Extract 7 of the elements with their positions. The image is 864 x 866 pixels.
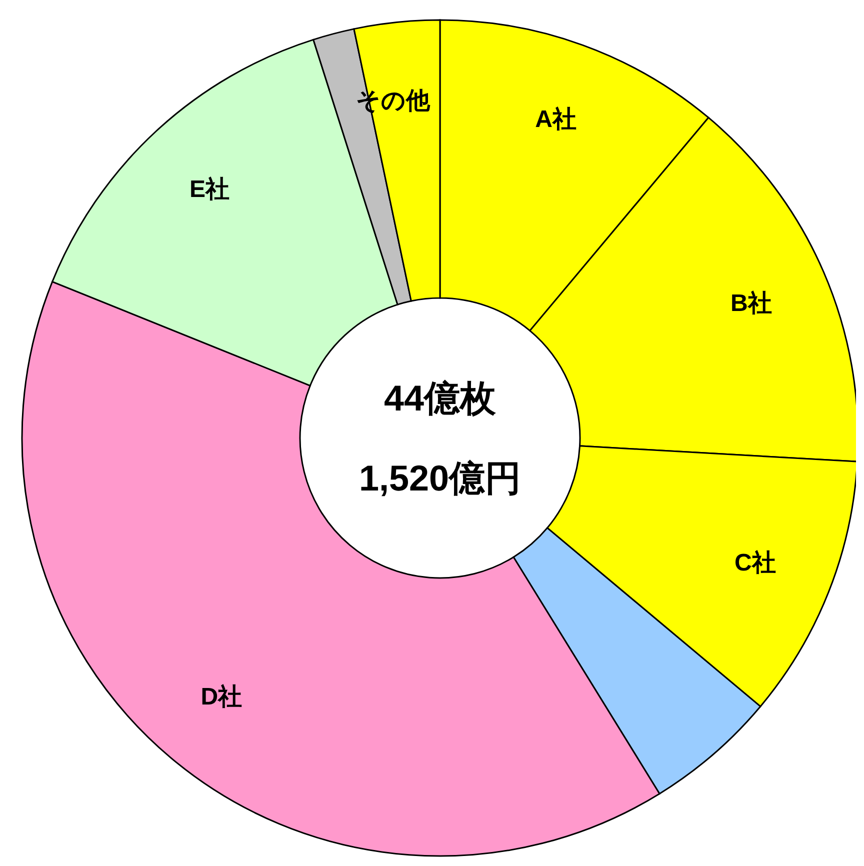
slice-label: C社 (734, 549, 776, 576)
slice-label: B社 (730, 290, 772, 317)
text: 44億枚 (384, 378, 498, 418)
slice-label: E社 (189, 176, 230, 203)
text: 1,520億円 (358, 458, 522, 498)
slice-label: A社 (535, 106, 577, 133)
slice-label: D社 (200, 684, 242, 711)
